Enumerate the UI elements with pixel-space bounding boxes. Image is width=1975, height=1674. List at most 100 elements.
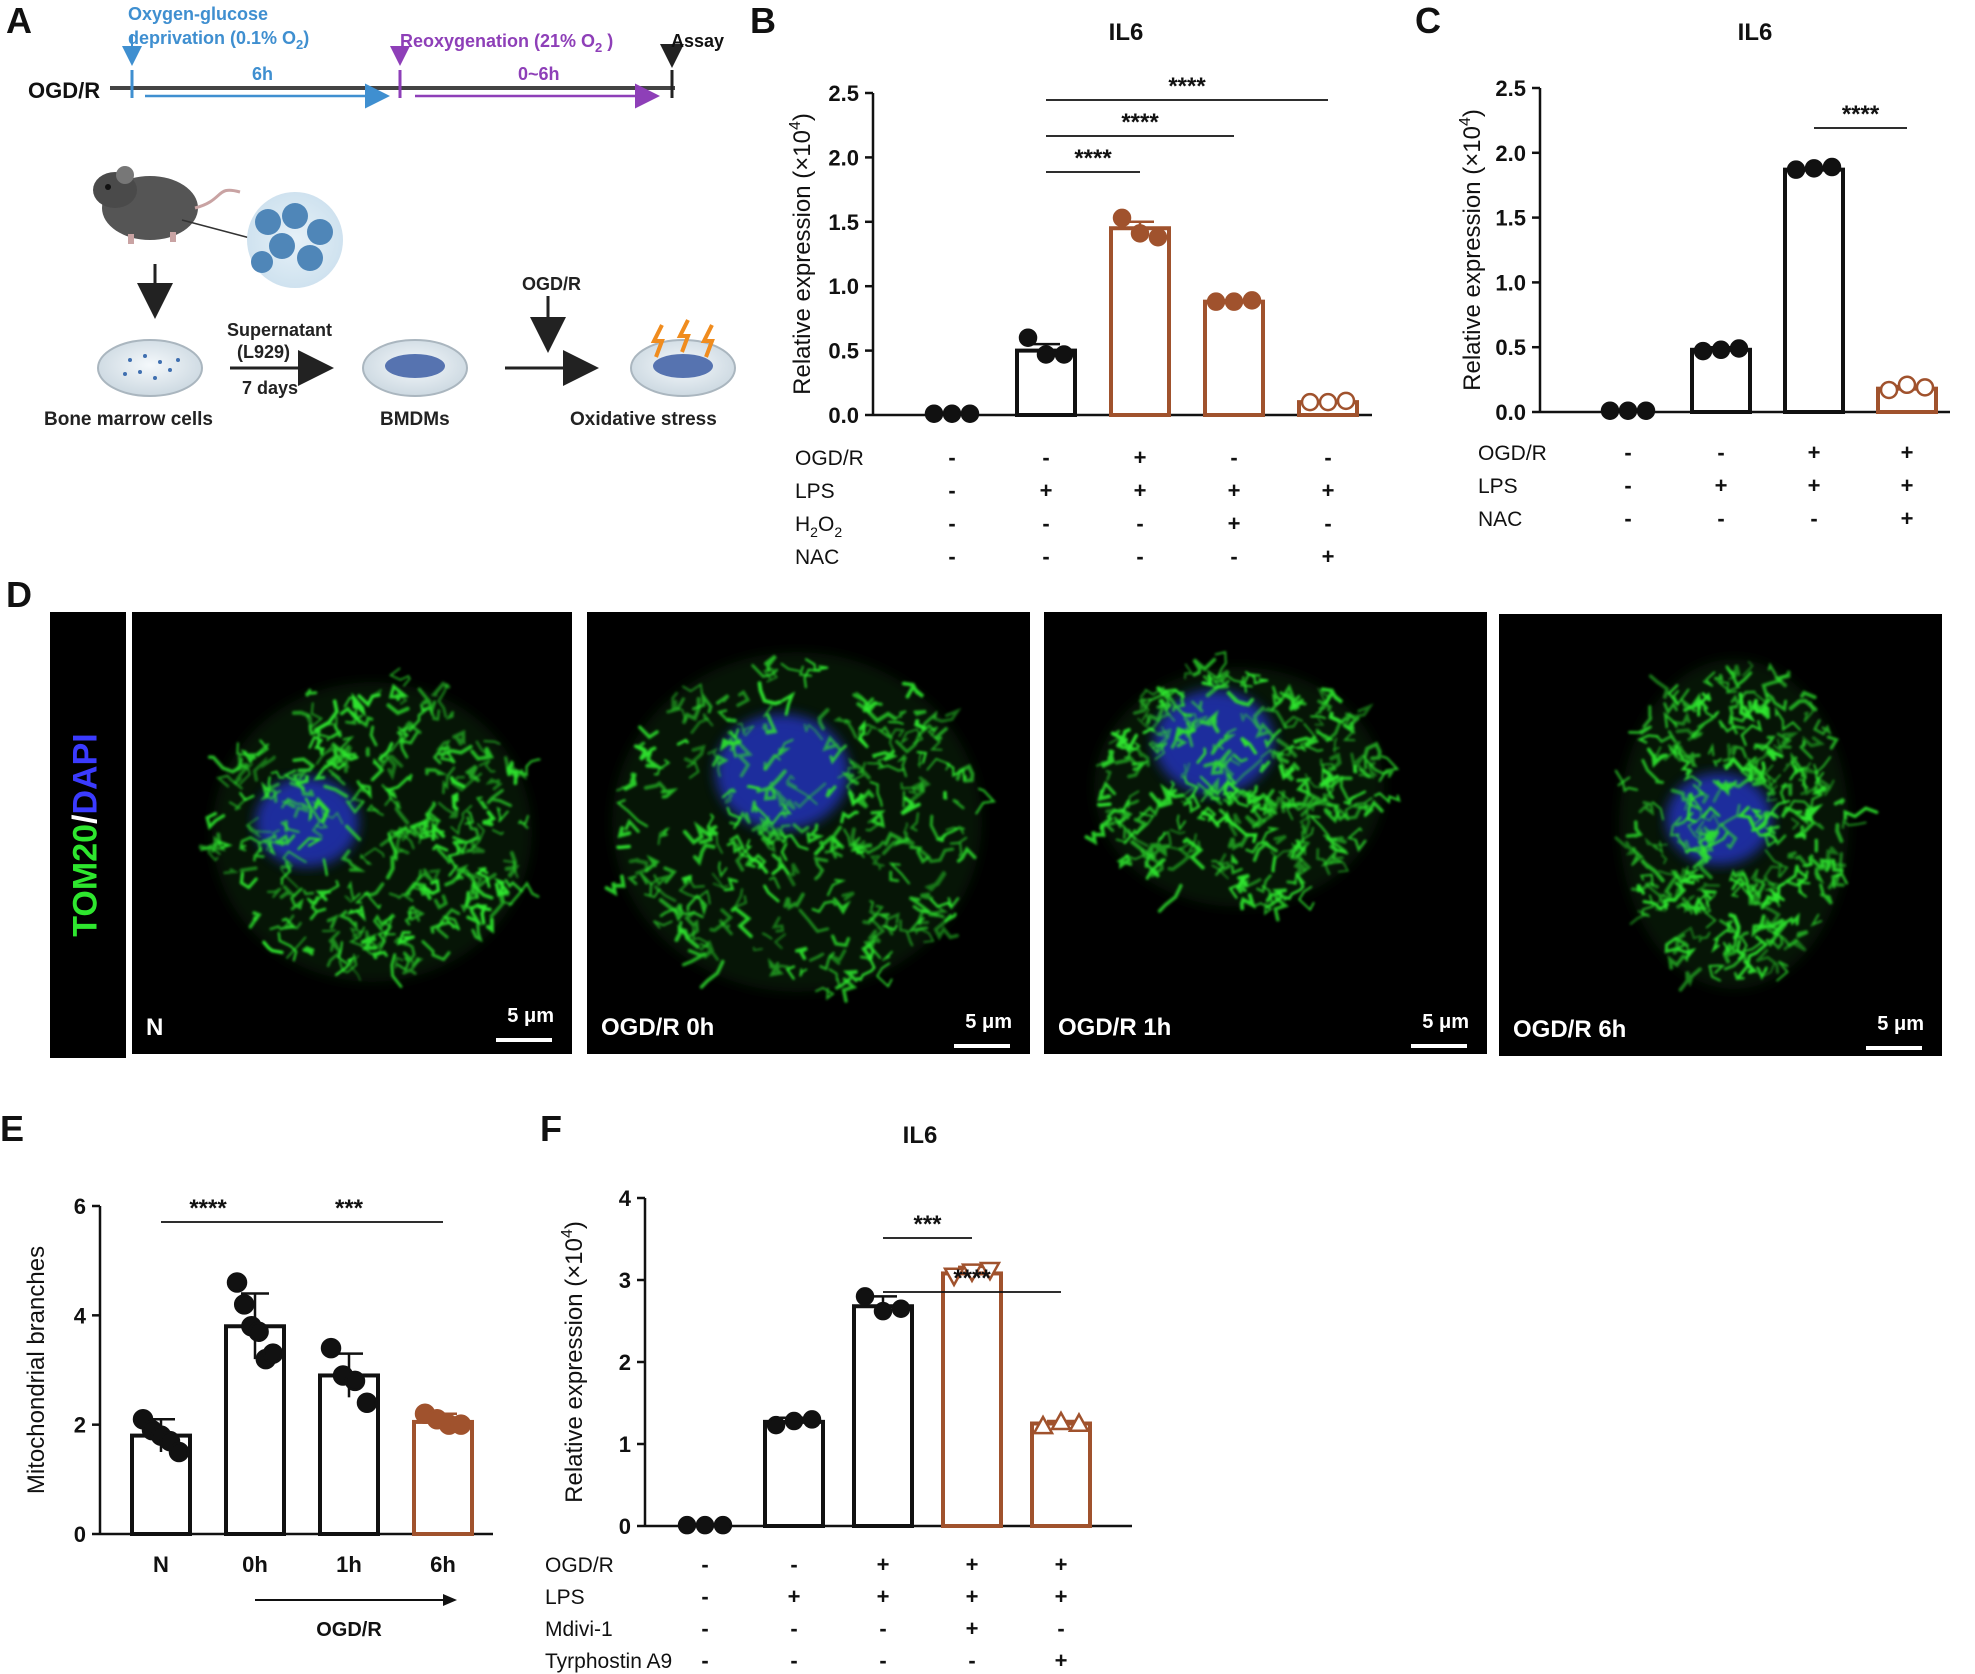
y-tick-label: 1.5 xyxy=(1495,206,1526,231)
x-tick-label: 0h xyxy=(242,1552,268,1577)
data-point xyxy=(942,404,962,423)
data-point xyxy=(1049,1410,1073,1431)
chart-title: IL6 xyxy=(1738,19,1773,46)
treatment-mark: + xyxy=(1808,440,1821,465)
significance-label: **** xyxy=(1168,73,1206,100)
scale-bar xyxy=(1866,1046,1922,1050)
treatment-mark: + xyxy=(1134,478,1147,503)
treatment-mark: + xyxy=(1228,511,1241,536)
timeline-ogdr-label: OGD/R xyxy=(28,78,100,103)
treatment-mark: + xyxy=(966,1584,979,1609)
treatment-mark: + xyxy=(1322,478,1335,503)
treatment-mark: - xyxy=(1624,506,1631,531)
bar xyxy=(412,1419,474,1536)
treatment-mark: + xyxy=(1715,473,1728,498)
data-point xyxy=(695,1515,715,1535)
ogd-line1: Oxygen-glucose xyxy=(128,4,268,24)
data-point xyxy=(450,1414,472,1435)
x-tick-label: 1h xyxy=(336,1552,362,1577)
treatment-mark: + xyxy=(1901,440,1914,465)
data-point xyxy=(1036,345,1056,364)
dish-oxidative-icon xyxy=(630,319,736,397)
bone-marrow-label: Bone marrow cells xyxy=(44,409,213,430)
treatment-mark: - xyxy=(879,1648,886,1673)
treatment-mark: + xyxy=(1134,445,1147,470)
treatment-name: Tyrphostin A9 xyxy=(545,1650,672,1673)
y-tick-label: 0.0 xyxy=(1495,400,1526,425)
stain-label-bar: TOM20/DAPI xyxy=(50,612,126,1058)
y-tick-label: 1.0 xyxy=(828,274,859,299)
significance-label: **** xyxy=(1074,145,1112,172)
treatment-name: H2O2 xyxy=(795,513,842,540)
data-point xyxy=(960,1263,984,1284)
treatment-mark: - xyxy=(1624,473,1631,498)
y-tick-label: 2.0 xyxy=(1495,141,1526,166)
l929-label: (L929) xyxy=(237,342,290,362)
treatment-mark: - xyxy=(1717,506,1724,531)
treatment-mark: - xyxy=(1042,445,1049,470)
data-point xyxy=(1148,228,1168,247)
data-point xyxy=(1242,291,1262,310)
data-point xyxy=(1915,378,1935,397)
treatment-mark: - xyxy=(1324,511,1331,536)
treatment-mark: + xyxy=(1901,473,1914,498)
bar xyxy=(1783,167,1845,414)
micrograph-label: N xyxy=(146,1014,164,1041)
treatment-name: NAC xyxy=(1478,508,1522,531)
treatment-name: LPS xyxy=(1478,475,1518,498)
treatment-mark: - xyxy=(701,1616,708,1641)
micrograph-label: OGD/R 1h xyxy=(1058,1014,1172,1041)
bar xyxy=(763,1419,825,1528)
stain-label: TOM20/DAPI xyxy=(67,733,106,936)
data-point xyxy=(924,404,944,423)
x-tick-label: 6h xyxy=(430,1552,456,1577)
treatment-mark: + xyxy=(1901,506,1914,531)
treatment-mark: + xyxy=(966,1552,979,1577)
y-tick-label: 1.0 xyxy=(1495,270,1526,295)
xgroup-label: OGD/R xyxy=(316,1619,382,1641)
cell-cluster-icon xyxy=(247,192,343,288)
chart-b: IL6 Relative expression (×104) 0.0 0.5 1.0 1.… xyxy=(787,19,1372,569)
treatment-mark: - xyxy=(879,1616,886,1641)
data-point xyxy=(1711,340,1731,360)
treatment-mark: + xyxy=(1808,473,1821,498)
panel-letter-c: C xyxy=(1415,0,1441,41)
y-axis-label: Mitochondrial branches xyxy=(23,1246,50,1494)
supernatant-label: Supernatant xyxy=(227,320,332,340)
panel-letter-f: F xyxy=(540,1108,562,1149)
bar xyxy=(1030,1421,1092,1528)
data-point xyxy=(1693,341,1713,361)
treatment-name: OGD/R xyxy=(795,447,864,470)
y-tick-label: 2 xyxy=(74,1413,86,1438)
data-point xyxy=(942,1267,966,1288)
treatment-name: OGD/R xyxy=(1478,442,1547,465)
panel-letter-a: A xyxy=(6,0,32,41)
data-point xyxy=(168,1441,190,1463)
data-point xyxy=(873,1301,893,1321)
y-tick-label: 3 xyxy=(619,1268,631,1293)
treatment-mark: - xyxy=(948,445,955,470)
data-point xyxy=(1054,345,1074,364)
treatment-name: NAC xyxy=(795,546,839,569)
y-tick-label: 0.5 xyxy=(828,339,859,364)
y-tick-label: 2.5 xyxy=(1495,76,1526,101)
scale-bar xyxy=(954,1044,1010,1048)
treatment-mark: - xyxy=(948,511,955,536)
data-point xyxy=(1018,328,1038,347)
bar xyxy=(941,1271,1003,1528)
stain-tom20: TOM20 xyxy=(66,823,105,937)
micrograph-ogdr-0h: OGD/R 0h 5 μm xyxy=(587,612,1030,1054)
scale-bar xyxy=(496,1038,552,1042)
y-tick-label: 0 xyxy=(619,1514,631,1539)
cell-image xyxy=(198,667,541,988)
ogdr-arrow-label: OGD/R xyxy=(522,274,581,294)
panel-letter-b: B xyxy=(750,0,776,41)
data-point xyxy=(1300,392,1320,412)
stain-dapi: DAPI xyxy=(66,733,105,815)
stain-sep: / xyxy=(66,814,105,824)
mitochondria-network xyxy=(1084,651,1401,922)
treatment-mark: - xyxy=(790,1552,797,1577)
data-point xyxy=(320,1337,342,1359)
